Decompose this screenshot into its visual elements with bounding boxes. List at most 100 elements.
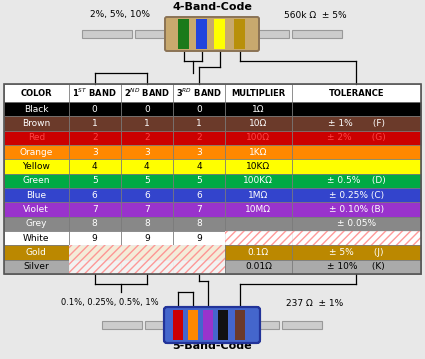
Bar — [225, 145, 292, 159]
Bar — [68, 145, 121, 159]
Text: 1MΩ: 1MΩ — [248, 191, 269, 200]
Text: 9: 9 — [144, 234, 150, 243]
Bar — [173, 102, 225, 116]
Bar — [4, 84, 68, 102]
Text: Blue: Blue — [26, 191, 46, 200]
Bar — [68, 131, 121, 145]
Text: ± 10%     (K): ± 10% (K) — [328, 262, 385, 271]
Text: 1KΩ: 1KΩ — [249, 148, 268, 157]
Bar — [4, 231, 68, 245]
Bar — [121, 188, 173, 202]
Bar — [292, 231, 421, 245]
Bar — [225, 245, 292, 260]
Bar — [68, 245, 121, 260]
Text: Brown: Brown — [22, 119, 51, 128]
Bar — [121, 131, 173, 145]
Bar — [68, 217, 121, 231]
Bar — [225, 131, 292, 145]
Bar — [173, 131, 225, 145]
Bar — [257, 30, 289, 38]
Bar — [178, 19, 190, 49]
Bar — [173, 174, 225, 188]
Bar — [102, 321, 142, 329]
Text: ± 0.05%: ± 0.05% — [337, 219, 376, 228]
Bar — [235, 310, 245, 340]
Bar — [68, 260, 121, 274]
Text: 0: 0 — [92, 105, 98, 114]
Text: 2: 2 — [144, 133, 150, 142]
Text: Violet: Violet — [23, 205, 49, 214]
Bar — [225, 217, 292, 231]
Text: 10KΩ: 10KΩ — [246, 162, 270, 171]
Bar — [4, 159, 68, 174]
Text: 8: 8 — [144, 219, 150, 228]
Bar — [68, 102, 121, 116]
Text: 10Ω: 10Ω — [249, 119, 267, 128]
Bar — [4, 145, 68, 159]
Bar — [121, 260, 173, 274]
Bar — [173, 159, 225, 174]
Bar — [225, 231, 292, 245]
Bar — [292, 145, 421, 159]
Text: Silver: Silver — [23, 262, 49, 271]
Bar — [282, 321, 322, 329]
Text: 4: 4 — [144, 162, 150, 171]
Text: ± 0.5%    (D): ± 0.5% (D) — [327, 176, 386, 185]
Text: 2: 2 — [92, 133, 97, 142]
Text: 7: 7 — [144, 205, 150, 214]
Bar — [121, 84, 173, 102]
Text: 5: 5 — [92, 176, 98, 185]
Text: ± 1%       (F): ± 1% (F) — [328, 119, 385, 128]
Bar — [173, 260, 225, 274]
Text: 1Ω: 1Ω — [252, 105, 265, 114]
Bar — [173, 188, 225, 202]
Text: 5-Band-Code: 5-Band-Code — [172, 341, 252, 351]
Text: 0: 0 — [144, 105, 150, 114]
Bar — [225, 202, 292, 217]
Bar — [173, 245, 225, 260]
Bar — [257, 321, 279, 329]
Text: COLOR: COLOR — [20, 89, 52, 98]
Bar — [4, 174, 68, 188]
Bar — [121, 159, 173, 174]
Bar — [68, 260, 121, 274]
Bar — [68, 231, 121, 245]
Bar — [4, 84, 421, 274]
Text: White: White — [23, 234, 50, 243]
Bar — [292, 231, 421, 245]
Bar — [292, 260, 421, 274]
Bar — [292, 174, 421, 188]
Bar — [292, 131, 421, 145]
Bar — [292, 188, 421, 202]
Bar — [225, 188, 292, 202]
Bar — [68, 159, 121, 174]
Text: Gold: Gold — [26, 248, 47, 257]
Bar — [121, 174, 173, 188]
Bar — [196, 19, 207, 49]
Bar — [225, 84, 292, 102]
Bar — [292, 217, 421, 231]
Bar — [4, 202, 68, 217]
Bar — [225, 159, 292, 174]
Text: 3: 3 — [92, 148, 98, 157]
Text: 3: 3 — [196, 148, 202, 157]
Bar — [292, 159, 421, 174]
Bar — [4, 131, 68, 145]
Bar — [225, 116, 292, 131]
Bar — [121, 245, 173, 260]
Bar — [173, 145, 225, 159]
Text: 237 Ω  ± 1%: 237 Ω ± 1% — [286, 298, 344, 308]
Text: 4: 4 — [92, 162, 97, 171]
Bar — [173, 260, 225, 274]
Bar — [173, 310, 183, 340]
Text: 7: 7 — [196, 205, 202, 214]
Text: ± 0.25% (C): ± 0.25% (C) — [329, 191, 384, 200]
Text: 1$^{ST}$ BAND: 1$^{ST}$ BAND — [72, 87, 117, 99]
Text: 0.1%, 0.25%, 0.5%, 1%: 0.1%, 0.25%, 0.5%, 1% — [61, 298, 159, 308]
Text: 3: 3 — [144, 148, 150, 157]
Bar — [292, 102, 421, 116]
Bar — [173, 217, 225, 231]
Bar — [145, 321, 167, 329]
Text: 10MΩ: 10MΩ — [245, 205, 272, 214]
Bar — [68, 202, 121, 217]
